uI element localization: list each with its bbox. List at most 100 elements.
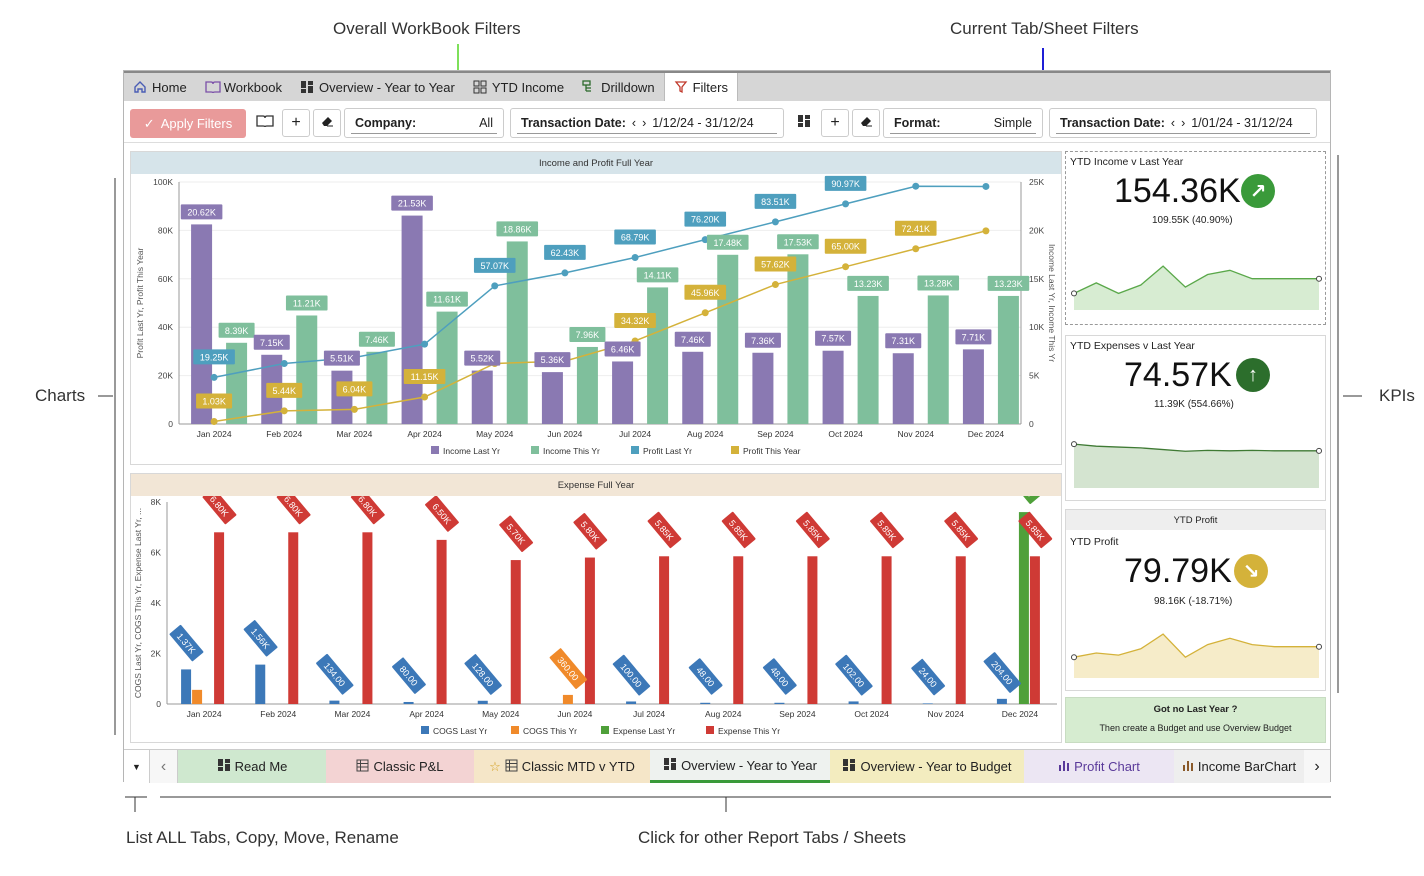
bar [700,702,711,704]
x-tick-label: Aug 2024 [687,429,724,439]
workbook-filters-book-button[interactable] [251,109,279,137]
data-label: 100.00 [612,654,651,696]
annotation-list-tabs: List ALL Tabs, Copy, Move, Rename [126,828,399,847]
point [842,200,850,208]
sheet-tab-classic-mtd-v-ytd[interactable]: ☆ Classic MTD v YTD [474,750,650,783]
data-label: 7.36K [744,332,781,348]
x-tick-label: Feb 2024 [266,429,302,439]
data-label: 7.46K [674,331,711,347]
data-label: 24.00 [911,658,946,696]
tab-overview-year-to-year[interactable]: Overview - Year to Year [291,73,464,101]
kpi-ytd-income[interactable]: YTD Income v Last Year 154.36K ↗ 109.55K… [1065,151,1326,325]
chevron-left-icon: ‹ [160,757,167,775]
svg-text:5.36K: 5.36K [541,355,565,365]
y-tick-label: 100K [153,177,173,187]
data-label: 6.50K [425,496,459,532]
kpi-ytd-expenses[interactable]: YTD Expenses v Last Year 74.57K ↑ 11.39K… [1065,335,1326,501]
svg-text:7.96K: 7.96K [576,330,600,340]
bar [436,311,458,424]
add-workbook-filter-button[interactable]: + [282,109,310,137]
drilldown-icon [582,80,596,94]
x-tick-label: May 2024 [482,709,520,719]
y-tick-label: 8K [151,497,162,507]
y2-tick-label: 10K [1029,322,1044,332]
kpi-income-sub: 109.55K (40.90%) [1152,215,1233,226]
add-sheet-filter-button[interactable]: + [821,109,849,137]
kpi-ytd-profit[interactable]: YTD Profit YTD Profit 79.79K ↘ 98.16K (-… [1065,509,1326,691]
format-filter[interactable]: Format: Simple [883,108,1043,138]
chevron-right-icon: › [1314,757,1320,775]
svg-text:7.46K: 7.46K [681,335,705,345]
bar [997,295,1019,424]
tab-home[interactable]: Home [124,73,196,101]
legend-swatch [511,726,519,734]
company-filter-underline [351,133,497,134]
filter-toolbar: ✓ Apply Filters + Company: All Transacti… [124,103,1330,143]
sheet-tab-label: Income BarChart [1197,759,1297,774]
date-prev-icon[interactable]: ‹ [1170,116,1176,130]
tab-filters[interactable]: Filters [663,73,738,101]
data-label: 5.85K [944,511,979,549]
svg-text:13.23K: 13.23K [854,279,883,289]
workbook-date-value: 1/12/24 - 31/12/24 [652,116,754,130]
list-all-tabs-button[interactable]: ▼ [124,750,150,783]
data-label: 57.62K [754,256,797,272]
data-label: 6.80K [276,496,311,525]
tab-ytd-income[interactable]: YTD Income [464,73,573,101]
x-tick-label: Aug 2024 [705,709,742,719]
series-line [213,230,987,423]
data-label: 7.96K [569,326,606,342]
data-label: 7.31K [885,333,922,349]
clear-sheet-filters-button[interactable] [852,109,880,137]
sheet-tab-income-barchart[interactable]: Income BarChart [1174,750,1304,783]
data-label: 34.32K [614,312,656,328]
sheet-transaction-date-filter[interactable]: Transaction Date: ‹ › 1/01/24 - 31/12/24 [1049,108,1317,138]
sheet-tab-profit-chart[interactable]: Profit Chart [1024,750,1174,783]
sheet-tab-label: Overview - Year to Budget [860,759,1012,774]
kpi-expenses-title: YTD Expenses v Last Year [1070,340,1195,352]
date-next-icon[interactable]: › [642,116,647,130]
data-label: 5.52K [464,350,501,366]
expense-chart[interactable]: 0 2K 4K 6K 8K COGS Last Yr, COGS This Yr, Exp… [131,496,1061,742]
sheet-tab-classic-pl[interactable]: Classic P&L [326,750,474,783]
company-filter[interactable]: Company: All [344,108,504,138]
top-tab-bar: Home Workbook Overview - Year to Year YT… [124,71,1330,101]
data-label: 13.23K [987,275,1030,291]
no-last-year-box[interactable]: Got no Last Year ? Then create a Budget … [1065,697,1326,743]
svg-text:7.36K: 7.36K [751,336,775,346]
scroll-tabs-left-button[interactable]: ‹ [150,750,178,783]
format-filter-label: Format: [894,116,941,130]
apply-filters-label: Apply Filters [160,116,233,131]
annotation-report-tabs: Click for other Report Tabs / Sheets [638,828,907,847]
data-label: 7.57K [815,330,852,346]
data-label: 128.00 [464,654,502,695]
data-label: 68.79K [614,229,656,245]
legend-label: Income Last Yr [443,446,500,456]
data-label: 21.53K [391,195,433,211]
x-tick-label: Mar 2024 [336,429,372,439]
income-profit-chart[interactable]: 0 20K 40K 60K 80K 100K 0 5K 10K 15K 20K 25K Profit L… [131,174,1061,464]
apply-filters-button[interactable]: ✓ Apply Filters [130,109,246,138]
clear-workbook-filters-button[interactable] [313,109,341,137]
dashboard-icon [300,80,314,94]
sheet-filters-button[interactable] [790,109,818,137]
legend-swatch [731,446,739,454]
workbook-transaction-date-filter[interactable]: Transaction Date: ‹ › 1/12/24 - 31/12/24 [510,108,784,138]
scroll-tabs-right-button[interactable]: › [1304,750,1330,783]
data-label: 5.85K [647,511,682,549]
sheet-tab-overview-year-to-year[interactable]: Overview - Year to Year [650,750,830,783]
x-tick-label: Jun 2024 [547,429,582,439]
data-label: 102.00 [835,654,873,696]
svg-text:57.07K: 57.07K [480,261,509,271]
date-prev-icon[interactable]: ‹ [631,116,637,130]
sheet-tab-read-me[interactable]: Read Me [178,750,326,783]
tab-workbook[interactable]: Workbook [196,73,291,101]
sheet-tab-overview-year-to-budget[interactable]: Overview - Year to Budget [830,750,1024,783]
plus-icon: + [291,114,301,131]
arrow-down-right-icon: ↘ [1234,554,1268,588]
bar [892,353,914,424]
data-label: 5.80K [573,513,608,550]
tab-drilldown[interactable]: Drilldown [573,73,663,101]
legend-label: Profit This Year [743,446,801,456]
date-next-icon[interactable]: › [1181,116,1186,130]
